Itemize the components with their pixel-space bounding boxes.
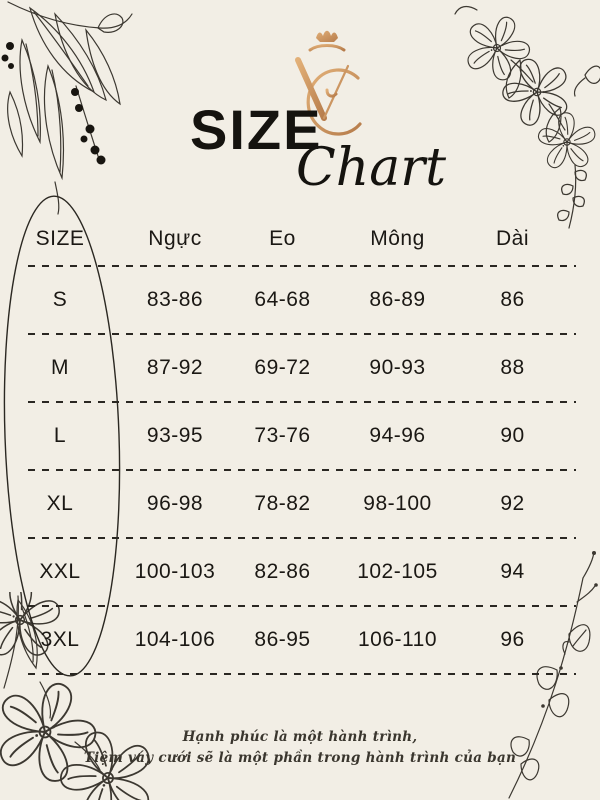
length-value: 88	[500, 356, 525, 379]
table-row-s: S 83-86 64-68 86-89 86	[20, 267, 578, 333]
column-header-size: SIZE	[35, 226, 85, 250]
footer-slogan: Hạnh phúc là một hành trình, Tiệm váy cư…	[0, 727, 600, 769]
bust-value: 87-92	[146, 356, 204, 379]
size-label: S	[52, 288, 68, 311]
dashed-divider	[28, 673, 576, 675]
bust-value: 96-98	[146, 492, 204, 515]
floral-flowers-top-right-icon	[454, 5, 600, 229]
hip-value: 106-110	[357, 628, 437, 651]
size-label: M	[51, 356, 69, 379]
waist-value: 73-76	[254, 424, 311, 447]
dashed-divider	[28, 401, 576, 403]
brand-monogram-logo	[295, 30, 362, 136]
dashed-divider	[28, 605, 576, 607]
table-row-xxl: XXL 100-103 82-86 102-105 94	[20, 539, 578, 605]
monogram-letters	[295, 44, 362, 136]
hip-value: 98-100	[363, 492, 432, 515]
page-title-chart: Chart	[296, 138, 447, 198]
size-label: 3XL	[40, 628, 80, 651]
length-value: 90	[500, 424, 525, 447]
waist-value: 69-72	[254, 356, 311, 379]
dashed-divider	[28, 537, 576, 539]
page-title-size: SIZE	[190, 98, 323, 161]
hip-value: 102-105	[357, 560, 438, 583]
length-value: 96	[500, 628, 525, 651]
table-row-xl: XL 96-98 78-82 98-100 92	[20, 471, 578, 537]
dashed-divider	[28, 265, 576, 267]
bust-value: 93-95	[146, 424, 204, 447]
size-label: L	[53, 424, 67, 447]
size-column-circle-annotation	[3, 195, 121, 677]
bust-value: 104-106	[134, 628, 216, 651]
crown-icon	[316, 30, 338, 42]
waist-value: 64-68	[254, 288, 311, 311]
hip-value: 94-96	[369, 424, 426, 447]
dashed-divider	[28, 469, 576, 471]
slogan-line-1: Hạnh phúc là một hành trình,	[182, 729, 418, 745]
waist-value: 78-82	[254, 492, 311, 515]
table-row-m: M 87-92 69-72 90-93 88	[20, 335, 578, 401]
length-value: 86	[500, 288, 525, 311]
column-header-waist: Eo	[269, 226, 296, 250]
bust-value: 83-86	[146, 288, 204, 311]
table-row-3xl: 3XL 104-106 86-95 106-110 96	[20, 607, 578, 673]
table-header-row: SIZE Ngực Eo Mông Dài	[20, 212, 578, 265]
floral-leaves-top-left-icon	[1, 1, 133, 215]
waist-value: 82-86	[254, 560, 311, 583]
length-value: 92	[500, 492, 525, 515]
column-header-length: Dài	[495, 226, 529, 250]
size-chart-table: SIZE Ngực Eo Mông Dài S 83-86 64-68 86-8…	[20, 212, 578, 675]
size-label: XL	[46, 492, 74, 515]
bust-value: 100-103	[134, 560, 216, 583]
column-header-bust: Ngực	[148, 226, 202, 250]
hip-value: 86-89	[369, 288, 426, 311]
slogan-line-2: Tiệm váy cưới sẽ là một phần trong hành …	[83, 750, 517, 766]
hip-value: 90-93	[369, 356, 426, 379]
dashed-divider	[28, 333, 576, 335]
column-header-hip: Mông	[370, 226, 425, 250]
table-row-l: L 93-95 73-76 94-96 90	[20, 403, 578, 469]
length-value: 94	[500, 560, 525, 583]
size-label: XXL	[39, 560, 81, 583]
waist-value: 86-95	[254, 628, 311, 651]
